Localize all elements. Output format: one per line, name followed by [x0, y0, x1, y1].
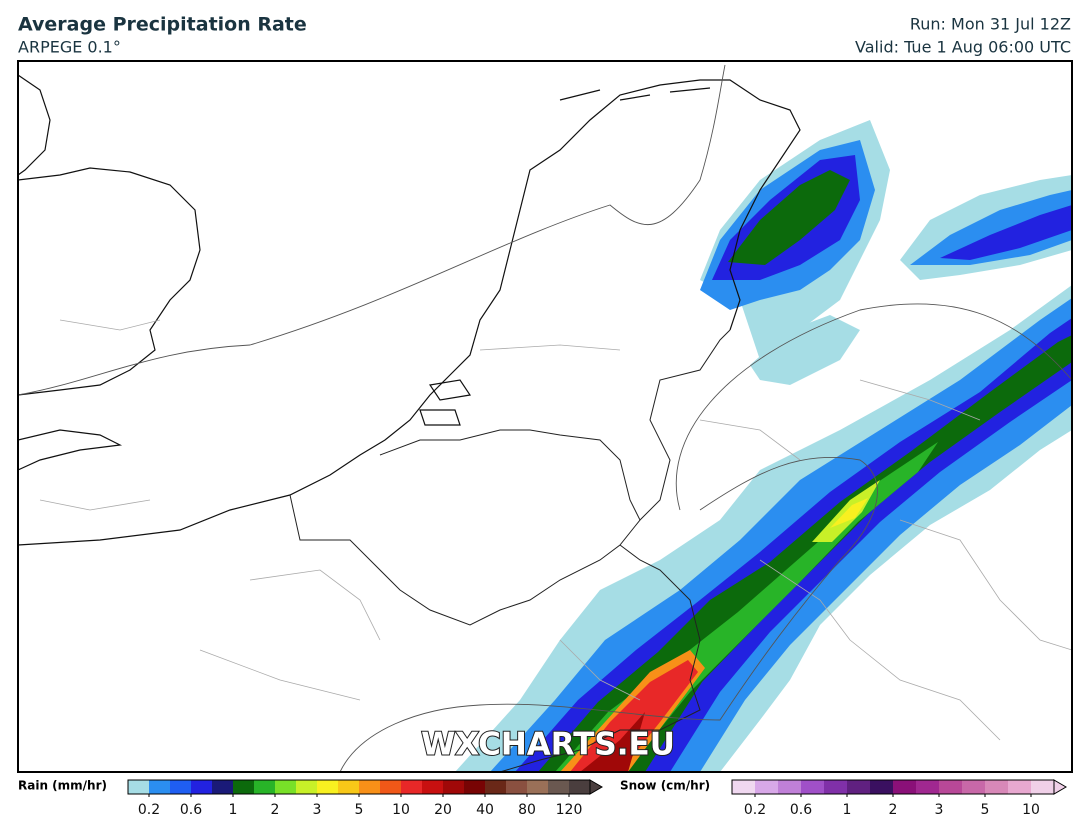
rain-legend-label: Rain (mm/hr) — [18, 779, 107, 793]
rain-swatch — [296, 780, 317, 794]
rain-swatch — [191, 780, 212, 794]
country-borders — [289, 329, 731, 772]
snow-swatch — [847, 780, 870, 794]
snow-arrow — [1053, 779, 1067, 795]
rain-swatch — [317, 780, 338, 794]
rain-tick-label: 5 — [355, 802, 364, 818]
rain-tick-label: 0.2 — [138, 802, 160, 818]
rain-arrow — [589, 779, 603, 795]
rain-swatch — [548, 780, 569, 794]
snow-swatch — [870, 780, 893, 794]
precip-band — [455, 285, 1072, 772]
rain-tick-label: 1 — [229, 802, 238, 818]
snow-tick-label: 0.6 — [790, 802, 812, 818]
rain-swatch — [464, 780, 485, 794]
valid: Valid: Tue 1 Aug 06:00 UTC — [855, 38, 1071, 57]
snow-swatch — [962, 780, 985, 794]
rain-tick-label: 10 — [392, 802, 410, 818]
snow-legend-label: Snow (cm/hr) — [620, 779, 710, 793]
rain-swatch — [401, 780, 422, 794]
snow-tick-label: 0.2 — [744, 802, 766, 818]
rain-swatch — [527, 780, 548, 794]
snow-swatch — [1031, 780, 1054, 794]
watermark: WXCHARTS.EU — [421, 727, 675, 763]
rain-swatch — [128, 780, 149, 794]
snow-swatch — [778, 780, 801, 794]
rain-swatch — [359, 780, 380, 794]
run: Run: Mon 31 Jul 12Z — [910, 15, 1071, 34]
snow-tick-label: 1 — [843, 802, 852, 818]
rain-swatch — [170, 780, 191, 794]
snow-tick-label: 2 — [889, 802, 898, 818]
map: WXCHARTS.EU — [18, 61, 1072, 772]
rain-swatch — [275, 780, 296, 794]
rain-tick-label: 20 — [434, 802, 452, 818]
snow-swatch — [1008, 780, 1031, 794]
coastlines — [18, 74, 801, 546]
rain-swatch — [212, 780, 233, 794]
snow-swatch — [939, 780, 962, 794]
rain-tick-label: 0.6 — [180, 802, 202, 818]
precip-north — [700, 120, 1072, 385]
snow-tick-label: 3 — [935, 802, 944, 818]
snow-swatch — [755, 780, 778, 794]
rain-swatch — [149, 780, 170, 794]
rain-tick-label: 3 — [313, 802, 322, 818]
snow-tick-label: 5 — [981, 802, 990, 818]
map-frame — [17, 60, 1073, 773]
colorbars: 0.2 0.6 1 2 3 5 10 20 40 80 120 0.2 0.6 1 2 3 5 10 — [127, 779, 1067, 818]
rain-swatch — [569, 780, 590, 794]
rain-swatch — [338, 780, 359, 794]
rain-tick-label: 2 — [271, 802, 280, 818]
rain-tick-label: 80 — [518, 802, 536, 818]
rain-swatch — [233, 780, 254, 794]
snow-swatch — [916, 780, 939, 794]
rain-swatch — [380, 780, 401, 794]
snow-swatch — [824, 780, 847, 794]
snow-swatch — [893, 780, 916, 794]
rain-swatch — [254, 780, 275, 794]
title: Average Precipitation Rate — [18, 14, 307, 36]
snow-swatch — [801, 780, 824, 794]
model: ARPEGE 0.1° — [18, 38, 121, 57]
snow-swatch — [732, 780, 755, 794]
rain-swatch — [485, 780, 506, 794]
rain-tick-label: 40 — [476, 802, 494, 818]
isobars — [18, 64, 1072, 772]
rain-swatch — [422, 780, 443, 794]
rain-swatch — [443, 780, 464, 794]
snow-tick-label: 10 — [1022, 802, 1040, 818]
region-borders — [39, 319, 1072, 741]
snow-swatch — [985, 780, 1008, 794]
rain-tick-label: 120 — [556, 802, 583, 818]
rain-swatch — [506, 780, 527, 794]
